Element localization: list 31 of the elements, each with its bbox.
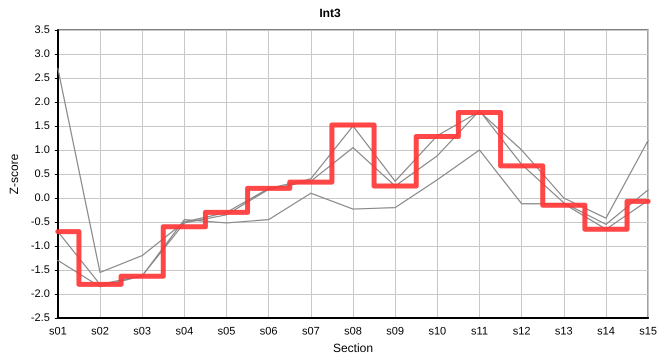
x-tick-label: s01 xyxy=(48,326,67,338)
y-tick-label: 2.5 xyxy=(34,72,50,84)
x-tick-label: s11 xyxy=(471,326,488,338)
x-tick-label: s04 xyxy=(175,326,194,338)
x-axis-title: Section xyxy=(332,340,374,355)
y-tick-label: 1.0 xyxy=(34,144,50,156)
x-tick-label: s03 xyxy=(133,326,152,338)
x-tick-label: s06 xyxy=(260,326,278,338)
y-tick-label: -0.5 xyxy=(30,216,50,228)
y-tick-label: 0.5 xyxy=(34,168,50,180)
y-tick-label: -2.5 xyxy=(30,312,50,324)
y-tick-label: 3.5 xyxy=(34,24,50,36)
y-tick-label: -2.0 xyxy=(30,288,50,300)
x-tick-label: s12 xyxy=(512,326,531,338)
y-tick-label: 0.0 xyxy=(34,192,50,204)
x-tick-label: s05 xyxy=(218,326,236,338)
x-tick-label: s07 xyxy=(302,326,320,338)
x-tick-label: s08 xyxy=(344,326,362,338)
y-tick-label: -1.0 xyxy=(30,240,50,252)
y-tick-label: 3.0 xyxy=(34,48,50,60)
x-tick-label: s10 xyxy=(428,326,446,338)
x-tick-label: s15 xyxy=(639,326,658,338)
y-tick-label: 1.5 xyxy=(34,120,50,132)
chart-title: Int3 xyxy=(319,6,341,20)
x-tick-label: s13 xyxy=(554,326,573,338)
y-axis-title: Z-score xyxy=(7,153,21,194)
x-tick-label: s02 xyxy=(91,326,109,338)
x-tick-label: s09 xyxy=(386,326,404,338)
y-tick-label: -1.5 xyxy=(30,264,50,276)
y-tick-label: 2.0 xyxy=(34,96,50,108)
x-tick-label: s14 xyxy=(597,326,615,338)
